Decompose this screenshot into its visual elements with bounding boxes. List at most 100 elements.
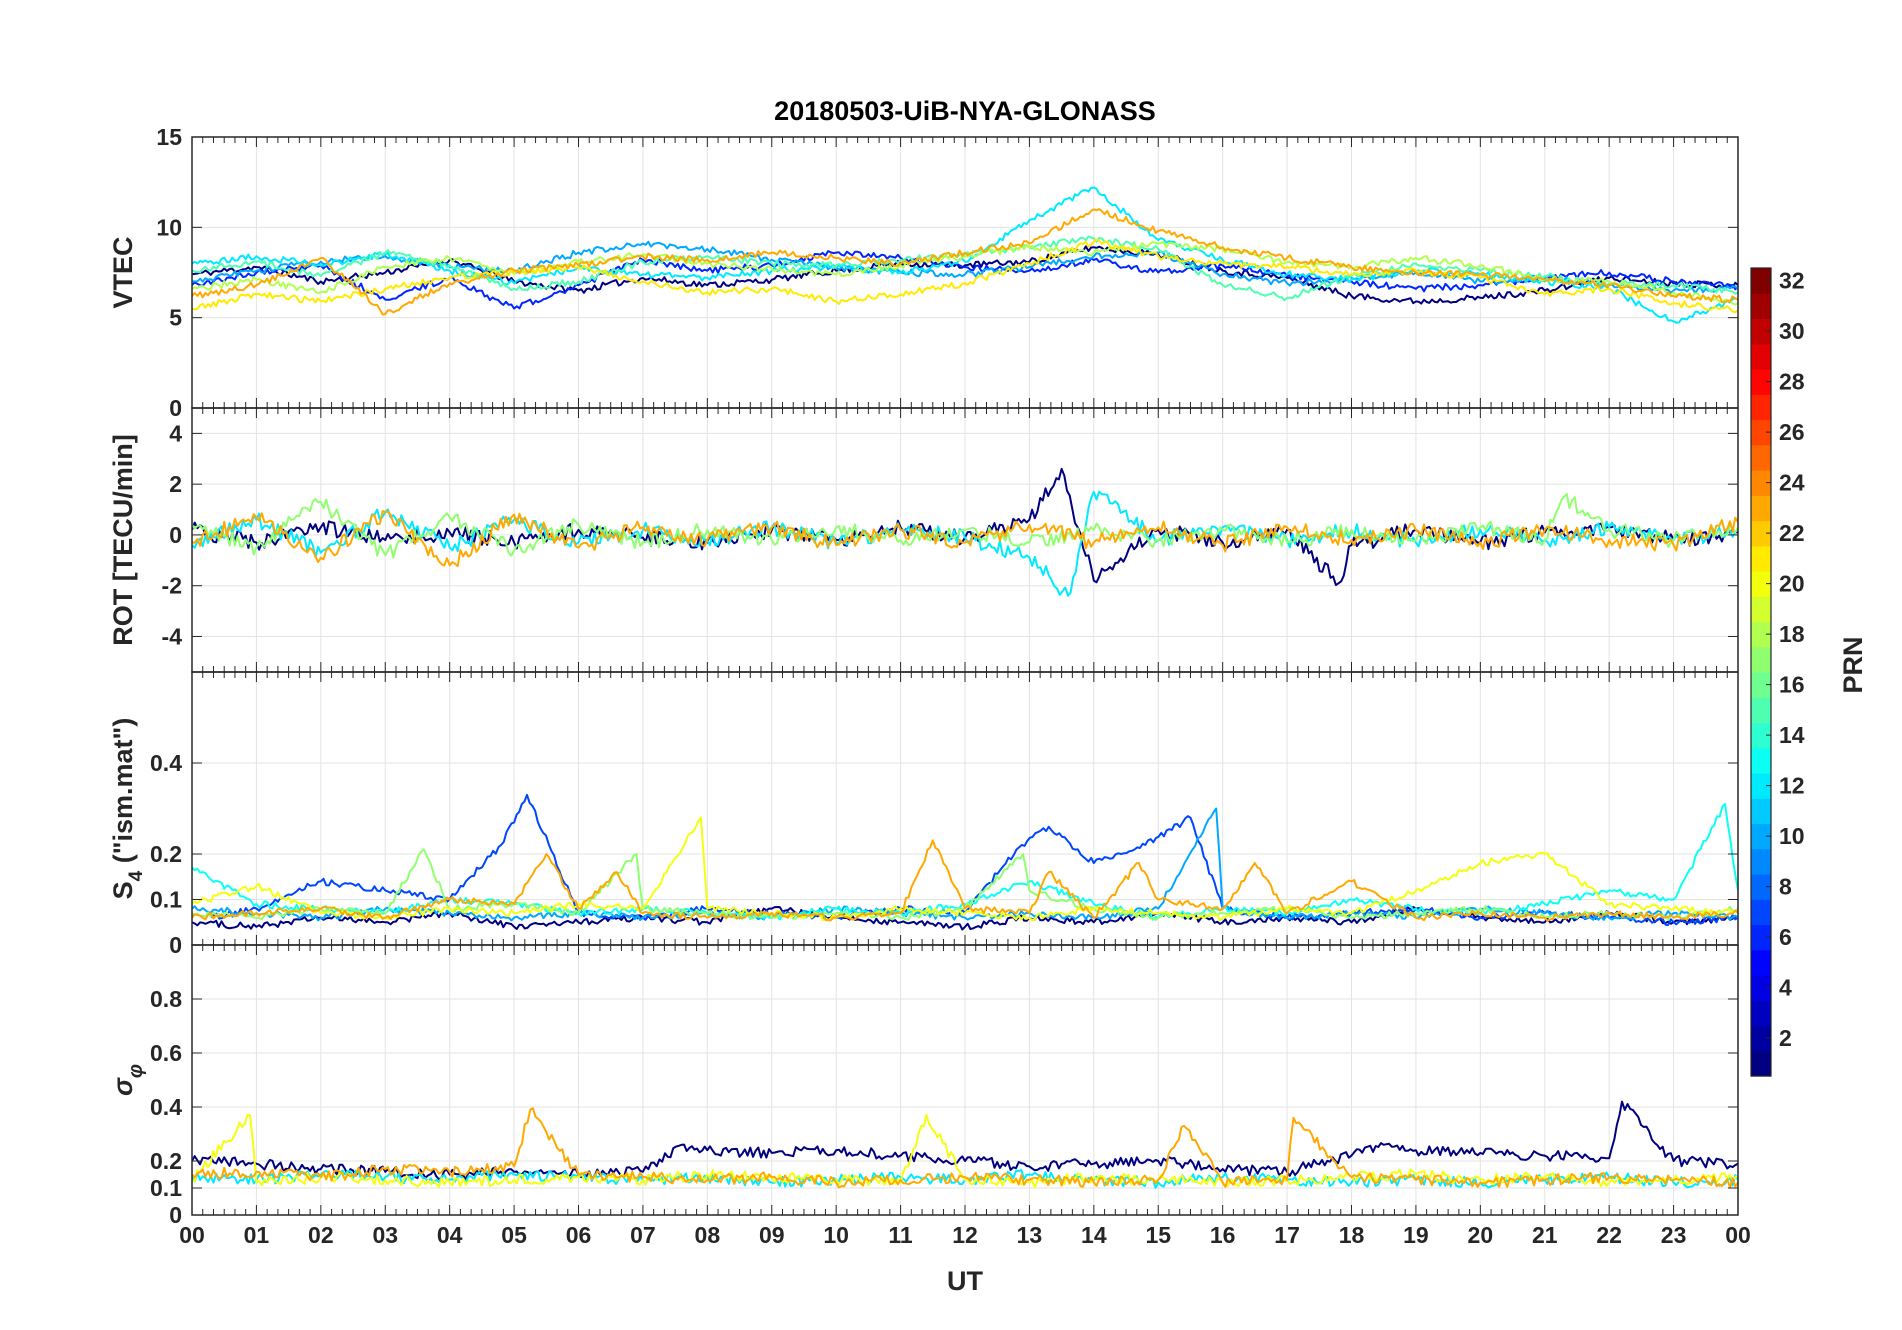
x-tick-label: 00 [179, 1222, 205, 1248]
y-tick-label: 0.2 [150, 841, 182, 867]
series-group [192, 186, 1738, 324]
x-tick-label: 11 [888, 1222, 913, 1248]
colorbar-tick-label: 6 [1779, 924, 1792, 950]
y-tick-label: 0.8 [150, 986, 182, 1012]
y-tick-label: 0 [169, 522, 182, 548]
colorbar-tick-label: 14 [1779, 722, 1805, 748]
subscript: φ [125, 1064, 147, 1078]
colorbar-tick-label: 16 [1779, 672, 1805, 698]
colorbar-swatch [1751, 571, 1771, 597]
colorbar-swatch [1751, 672, 1771, 698]
x-tick-labels: 00 01 02 03 04 05 06 07 08 09 10 11 12 13 14 15 16 17 18 19… [179, 1222, 1751, 1248]
y-tick-label: -4 [162, 623, 183, 649]
x-tick-label: 13 [1017, 1222, 1043, 1248]
colorbar-swatch [1751, 470, 1771, 496]
y-tick-label: 0 [169, 1202, 182, 1228]
series-prn-1 [192, 245, 1738, 305]
colorbar-swatch [1751, 293, 1771, 320]
x-tick-label: 16 [1210, 1222, 1236, 1248]
series-prn-12 [192, 490, 1738, 597]
x-tick-label: 14 [1081, 1222, 1107, 1248]
colorbar-swatch [1751, 318, 1771, 345]
colorbar-swatch [1751, 419, 1771, 446]
series-group [192, 1100, 1738, 1189]
figure-title: 20180503-UiB-NYA-GLONASS [774, 96, 1156, 126]
x-tick-label: 05 [501, 1222, 527, 1248]
x-tick-label: 23 [1661, 1222, 1687, 1248]
colorbar-swatch [1751, 823, 1771, 850]
x-tick-label: 03 [372, 1222, 398, 1248]
colorbar-swatch [1751, 697, 1771, 724]
series-prn-10 [192, 240, 1738, 294]
colorbar-tick-label: 32 [1779, 268, 1805, 294]
colorbar-tick-label: 10 [1779, 823, 1805, 849]
colorbar-swatch [1751, 1000, 1771, 1027]
x-axis-label: UT [947, 1266, 983, 1296]
colorbar-swatch [1751, 773, 1771, 799]
y-tick-label: 0 [169, 395, 182, 421]
y-tick-label: 0.2 [150, 1148, 182, 1174]
panel-VTEC: 0 5 10 15 VTEC [108, 124, 1739, 421]
colorbar-tick-label: 8 [1779, 874, 1792, 900]
x-tick-label: 20 [1468, 1222, 1494, 1248]
colorbar-label: PRN [1838, 636, 1868, 693]
subscript: 4 [126, 870, 147, 881]
series-prn-7 [210, 793, 1738, 926]
y-tick-label: 5 [169, 305, 182, 331]
colorbar-swatch [1751, 394, 1771, 421]
x-tick-label: 09 [759, 1222, 785, 1248]
x-tick-label: 04 [437, 1222, 463, 1248]
series-prn-20 [192, 1114, 1738, 1189]
x-tick-label: 02 [308, 1222, 334, 1248]
x-tick-label: 01 [244, 1222, 270, 1248]
panel-ROT: -4 -2 0 2 4 ROT [TECU/min] [108, 407, 1739, 673]
series-group [192, 793, 1738, 931]
colorbar-swatch [1751, 722, 1771, 749]
colorbar-swatch [1751, 369, 1771, 395]
colorbar-swatch [1751, 646, 1771, 673]
x-tick-label: 06 [566, 1222, 592, 1248]
colorbar-swatch [1751, 1025, 1771, 1052]
x-tick-label: 08 [695, 1222, 721, 1248]
series-prn-21 [192, 238, 1738, 314]
colorbar-swatch [1751, 343, 1771, 370]
colorbar-tick-label: 2 [1779, 1025, 1792, 1051]
series-prn-17 [192, 492, 1738, 559]
y-tick-label: -2 [162, 573, 182, 599]
y-axis-label: VTEC [108, 236, 138, 308]
y-tick-label: 0.1 [150, 887, 182, 913]
y-axis-label: S4 ("ism.mat") [108, 718, 147, 900]
series-prn-23 [192, 510, 1738, 568]
colorbar-swatch [1751, 949, 1771, 976]
colorbar-swatch [1751, 444, 1771, 471]
x-tick-label: 19 [1403, 1222, 1429, 1248]
colorbar-swatch [1751, 1050, 1771, 1077]
series-prn-23 [192, 839, 1738, 922]
colorbar-tick-label: 26 [1779, 419, 1805, 445]
colorbar-swatch [1751, 268, 1771, 294]
x-tick-label: 10 [823, 1222, 849, 1248]
colorbar-swatch [1751, 874, 1771, 900]
colorbar-swatch [1751, 747, 1771, 774]
colorbar-tick-label: 24 [1779, 470, 1805, 496]
colorbar-swatch [1751, 596, 1771, 623]
series-prn-15 [192, 235, 1738, 302]
y-tick-label: 10 [156, 214, 182, 240]
y-tick-label: 4 [169, 420, 182, 446]
x-tick-label: 17 [1274, 1222, 1300, 1248]
y-tick-label: 0.6 [150, 1040, 182, 1066]
series-prn-1 [192, 1100, 1738, 1181]
x-tick-label: 22 [1596, 1222, 1622, 1248]
colorbar-tick-label: 12 [1779, 773, 1805, 799]
colorbar-tick-label: 22 [1779, 520, 1805, 546]
y-tick-label: 0.4 [150, 1094, 182, 1120]
series-group [192, 467, 1738, 597]
colorbar-tick-label: 4 [1779, 975, 1792, 1001]
panel-S4: 0 0.1 0.2 0.4S4 ("ism.mat") [108, 671, 1739, 958]
colorbar-swatch [1751, 975, 1771, 1001]
colorbar-tick-label: 28 [1779, 369, 1805, 395]
y-tick-label: 0.1 [150, 1175, 182, 1201]
colorbar-swatch [1751, 545, 1771, 572]
